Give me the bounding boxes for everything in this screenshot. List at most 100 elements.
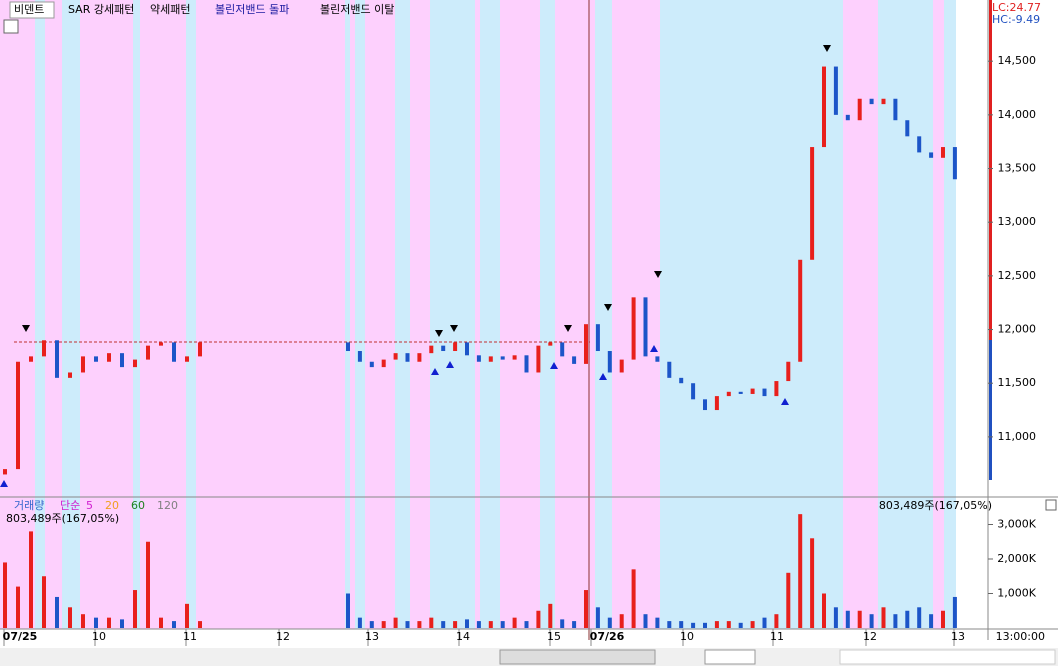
volume-bar	[560, 619, 565, 628]
pattern-stripe	[80, 0, 133, 629]
y-tick-label: 1,000K	[997, 586, 1036, 599]
lc-label: LC:24.77	[992, 1, 1041, 14]
candle-body	[643, 297, 648, 357]
candle-body	[159, 342, 163, 346]
pattern-stripe	[500, 0, 540, 629]
volume-bar	[476, 621, 481, 628]
candle-body	[524, 355, 529, 373]
indicator: SAR 강세패턴	[68, 3, 134, 16]
pattern-stripe	[944, 0, 956, 629]
volume-bar	[655, 617, 660, 628]
volume-title: 거래량	[14, 499, 44, 512]
scrollbar[interactable]	[499, 649, 656, 665]
candle-body	[952, 147, 957, 180]
pattern-stripe	[430, 0, 475, 629]
volume-bar	[679, 621, 684, 628]
volume-bar	[941, 610, 945, 628]
volume-bar	[346, 593, 350, 628]
volume-bar	[869, 614, 874, 628]
pattern-stripe	[878, 0, 933, 629]
candle-body	[857, 98, 862, 121]
volume-bar	[929, 614, 934, 628]
y-tick-label: 11,500	[998, 376, 1037, 389]
candle-body	[453, 342, 458, 352]
candle-body	[584, 324, 588, 364]
pattern-stripe	[933, 0, 944, 629]
pane-button[interactable]	[1045, 499, 1057, 511]
pattern-stripe	[475, 0, 480, 629]
candle-body	[893, 98, 898, 121]
volume-bar	[667, 621, 672, 628]
volume-bar	[714, 621, 719, 628]
candle-body	[941, 147, 945, 158]
candle-body	[55, 340, 59, 378]
tool-icons[interactable]	[839, 649, 1056, 665]
y-tick-label: 14,000	[998, 108, 1037, 121]
pattern-stripe	[35, 0, 45, 629]
pattern-stripe	[843, 0, 878, 629]
volume-bar	[3, 562, 7, 628]
candle-body	[798, 259, 803, 362]
candle-body	[595, 324, 600, 352]
candle-body	[512, 355, 517, 360]
volume-bar	[536, 610, 541, 628]
pattern-stripe	[355, 0, 365, 629]
volume-bar	[822, 593, 826, 628]
volume-bar	[146, 541, 150, 628]
volume-bar	[607, 617, 612, 628]
axis-bg	[988, 0, 1058, 666]
volume-bar	[29, 531, 33, 628]
candle-body	[393, 353, 398, 360]
indicator: 볼린저밴드 이탈	[320, 3, 394, 16]
volume-bar	[691, 622, 696, 628]
hc-label: HC:-9.49	[992, 13, 1040, 26]
title-box	[9, 1, 55, 19]
x-tick-label: 15	[547, 630, 561, 643]
candle-body	[488, 356, 493, 362]
table-button[interactable]	[3, 19, 19, 34]
volume-bar	[738, 622, 743, 628]
candle-body	[94, 356, 98, 362]
pattern-stripe	[62, 0, 80, 629]
candle-body	[536, 345, 541, 373]
y-tick-label: 12,500	[998, 269, 1037, 282]
x-tick-label: 07/26	[590, 630, 625, 643]
volume-bar	[512, 617, 517, 628]
x-tick-label: 12	[863, 630, 877, 643]
candle-body	[476, 355, 481, 362]
volume-bar	[572, 621, 577, 628]
y-tick-label: 3,000K	[997, 517, 1036, 530]
volume-bar	[952, 596, 957, 628]
candle-body	[869, 98, 874, 105]
candle-body	[441, 345, 446, 352]
candle-body	[786, 361, 791, 382]
candle-body	[560, 342, 565, 357]
candle-body	[417, 353, 422, 362]
candle-body	[548, 342, 553, 346]
pattern-stripe	[0, 0, 35, 629]
y-tick-label: 11,000	[998, 430, 1037, 443]
candle-body	[16, 361, 20, 470]
volume-bar	[68, 607, 72, 628]
candle-body	[917, 136, 922, 153]
candle-body	[172, 342, 176, 362]
volume-bar	[584, 590, 588, 628]
candle-body	[881, 98, 886, 105]
candle-body	[774, 381, 779, 397]
lc-bar	[989, 0, 992, 340]
volume-bar	[845, 610, 850, 628]
candle-body	[762, 388, 767, 397]
candle-body	[42, 340, 46, 357]
nav-buttons[interactable]	[704, 649, 756, 665]
x-tick-label: 11	[183, 630, 197, 643]
x-tick-label: 14	[456, 630, 470, 643]
x-tick-label: 07/25	[3, 630, 38, 643]
pattern-stripe	[395, 0, 410, 629]
time-end: 13:00:00	[996, 630, 1045, 643]
volume-bar	[595, 607, 600, 628]
volume-bar	[524, 621, 529, 628]
candle-body	[120, 353, 124, 368]
pattern-stripe	[410, 0, 430, 629]
volume-bar	[55, 596, 59, 628]
